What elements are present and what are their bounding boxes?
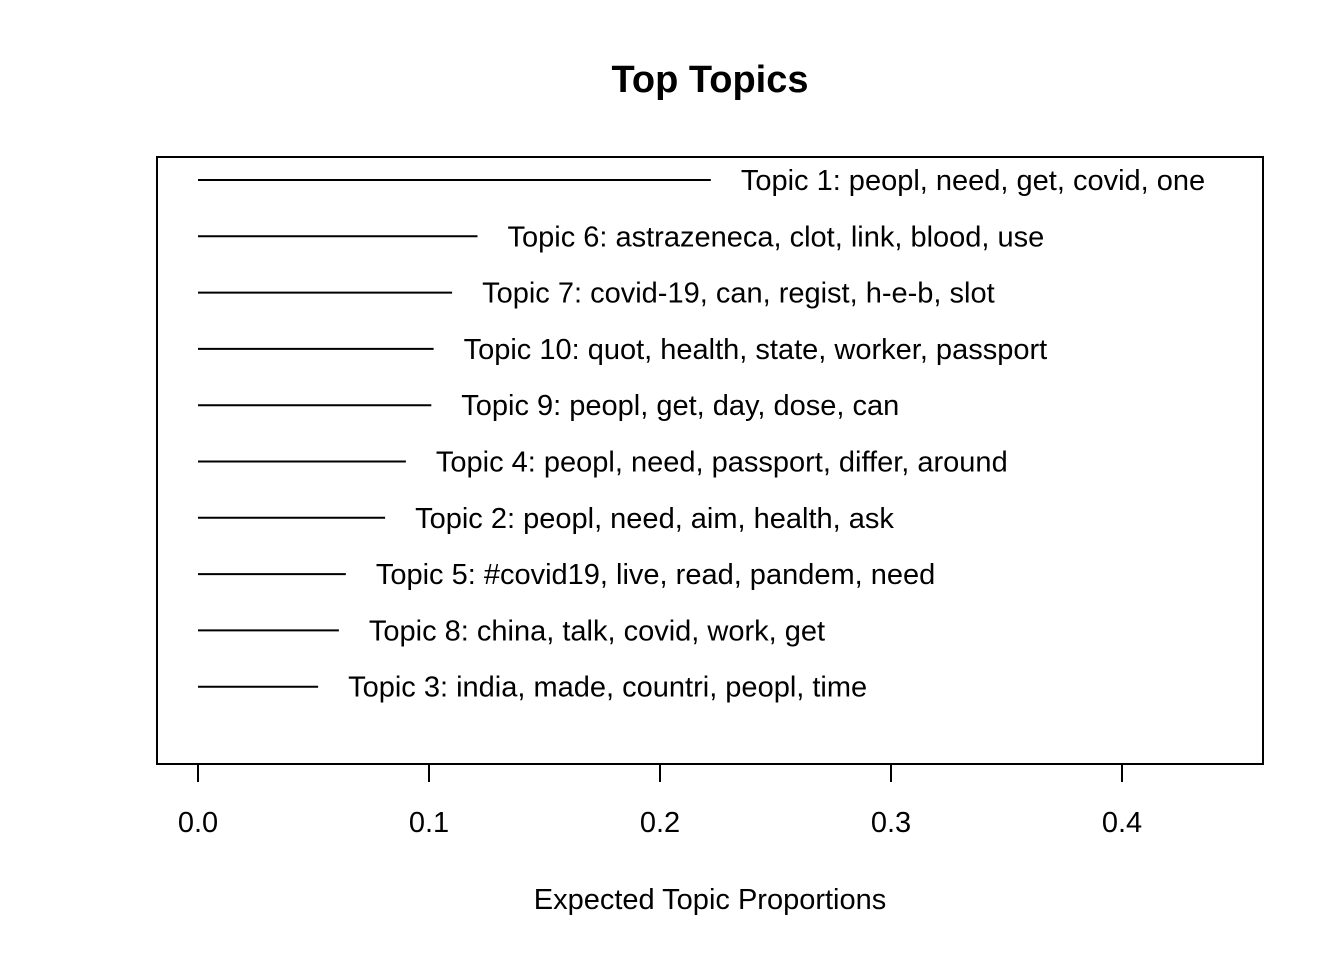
x-tick-label: 0.0 (178, 807, 218, 839)
topic-label: Topic 10: quot, health, state, worker, p… (464, 334, 1048, 366)
x-axis-label: Expected Topic Proportions (534, 884, 887, 916)
topic-label: Topic 7: covid-19, can, regist, h-e-b, s… (482, 278, 995, 310)
chart-title: Top Topics (611, 59, 808, 101)
topic-segments: Topic 1: peopl, need, get, covid, one Top… (198, 165, 1205, 704)
x-tick-label: 0.3 (871, 807, 911, 839)
x-tick-label: 0.4 (1102, 807, 1142, 839)
topic-label: Topic 2: peopl, need, aim, health, ask (415, 503, 894, 535)
topic-label: Topic 3: india, made, countri, peopl, ti… (348, 672, 867, 704)
topic-label: Topic 5: #covid19, live, read, pandem, n… (376, 559, 935, 591)
x-tick-label: 0.2 (640, 807, 680, 839)
topic-label: Topic 6: astrazeneca, clot, link, blood,… (508, 221, 1045, 253)
topic-label: Topic 9: peopl, get, day, dose, can (461, 390, 899, 422)
x-axis: 0.0 0.1 0.2 0.3 0.4 (178, 763, 1142, 839)
topic-label: Topic 4: peopl, need, passport, differ, … (436, 447, 1008, 479)
x-tick-label: 0.1 (409, 807, 449, 839)
topic-label: Topic 1: peopl, need, get, covid, one (741, 165, 1205, 197)
topic-label: Topic 8: china, talk, covid, work, get (369, 615, 825, 647)
